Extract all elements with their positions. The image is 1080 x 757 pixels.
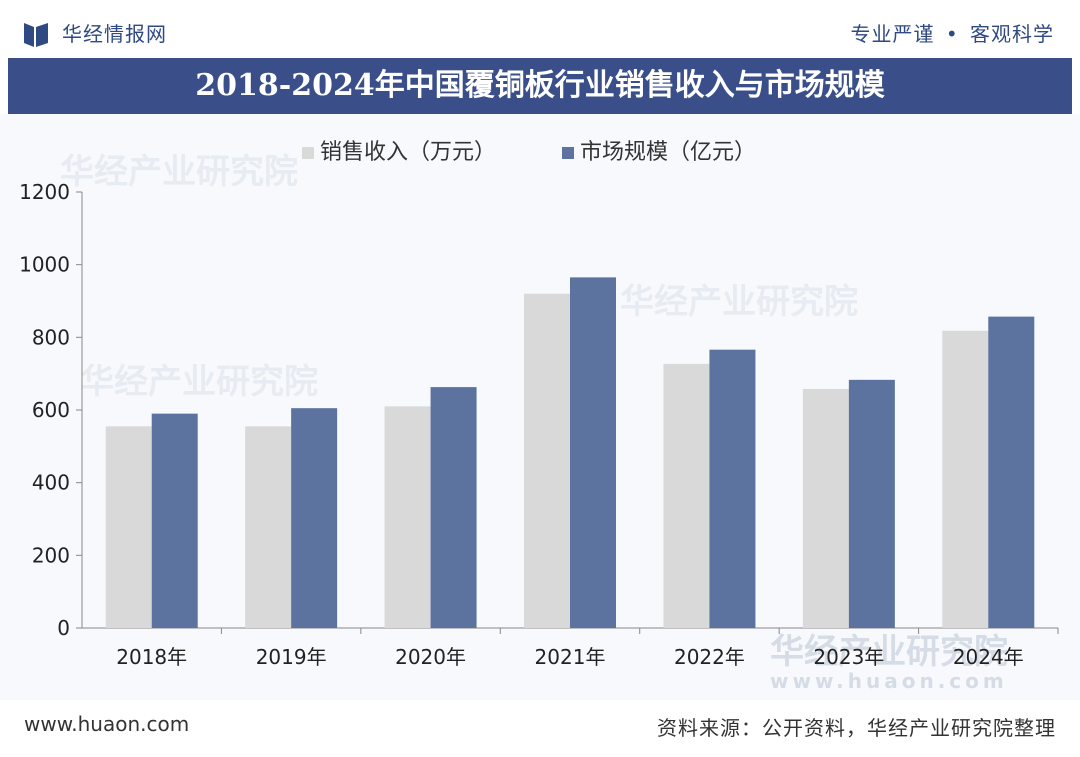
x-tick-label: 2022年 xyxy=(674,645,745,669)
watermark-url: www.huaon.com xyxy=(770,669,1008,693)
legend-label-1: 销售收入（万元） xyxy=(320,140,497,165)
bar-sales-revenue-6 xyxy=(942,330,989,628)
watermark-4: 华经产业研究院 xyxy=(770,632,1008,672)
tagline-right: 客观科学 xyxy=(970,22,1054,46)
footer-source: 资料来源：公开资料，华经产业研究院整理 xyxy=(657,716,1056,740)
bar-market-size-1 xyxy=(291,408,338,628)
legend-item-1: 销售收入（万元） xyxy=(302,134,496,166)
legend-swatch-1 xyxy=(302,147,314,159)
y-tick-label: 0 xyxy=(57,616,70,640)
y-tick-label: 1000 xyxy=(19,253,70,277)
legend-swatch-2 xyxy=(562,147,574,159)
bar-market-size-0 xyxy=(151,413,198,628)
y-tick-label: 200 xyxy=(32,543,70,567)
tagline-left: 专业严谨 xyxy=(850,22,935,46)
bar-sales-revenue-2 xyxy=(384,406,431,628)
bar-sales-revenue-4 xyxy=(663,363,710,628)
watermark-3: 华经产业研究院 xyxy=(80,362,318,402)
y-tick-label: 400 xyxy=(32,471,70,495)
bar-sales-revenue-1 xyxy=(245,426,292,628)
bar-market-size-2 xyxy=(430,387,477,628)
x-tick-label: 2024年 xyxy=(953,645,1024,669)
footer-site: www.huaon.com xyxy=(24,712,190,736)
legend: 销售收入（万元） 市场规模（亿元） xyxy=(0,134,1080,166)
legend-item-2: 市场规模（亿元） xyxy=(562,134,756,166)
x-tick-label: 2023年 xyxy=(813,645,884,669)
footer: www.huaon.com 资料来源：公开资料，华经产业研究院整理 xyxy=(0,700,1080,757)
bar-sales-revenue-5 xyxy=(802,388,849,628)
x-tick-label: 2020年 xyxy=(395,645,466,669)
watermark-1: 华经产业研究院 xyxy=(60,152,298,192)
x-tick-label: 2021年 xyxy=(535,645,606,669)
logo-icon xyxy=(24,23,48,47)
chart-title: 2018-2024年中国覆铜板行业销售收入与市场规模 xyxy=(8,58,1072,114)
watermark-2: 华经产业研究院 xyxy=(620,282,858,322)
header: 华经情报网 专业严谨 • 客观科学 xyxy=(0,0,1080,58)
bar-market-size-6 xyxy=(988,316,1035,628)
bar-sales-revenue-0 xyxy=(105,426,152,628)
bar-sales-revenue-3 xyxy=(524,293,570,628)
tagline: 专业严谨 • 客观科学 xyxy=(850,18,1054,47)
legend-label-2: 市场规模（亿元） xyxy=(580,140,757,165)
bar-market-size-5 xyxy=(848,379,895,628)
bar-market-size-4 xyxy=(709,349,756,628)
y-tick-label: 600 xyxy=(32,398,70,422)
bar-market-size-3 xyxy=(570,277,616,628)
x-tick-label: 2019年 xyxy=(256,645,327,669)
bar-chart: 0 200 400 600 800 1000 1200 2018年 2019年 2020年 2021… xyxy=(19,180,1059,669)
brand-name: 华经情报网 xyxy=(62,22,167,46)
y-tick-label: 800 xyxy=(32,325,70,349)
tagline-separator: • xyxy=(945,22,959,46)
x-tick-label: 2018年 xyxy=(116,645,187,669)
y-tick-label: 1200 xyxy=(19,180,70,204)
